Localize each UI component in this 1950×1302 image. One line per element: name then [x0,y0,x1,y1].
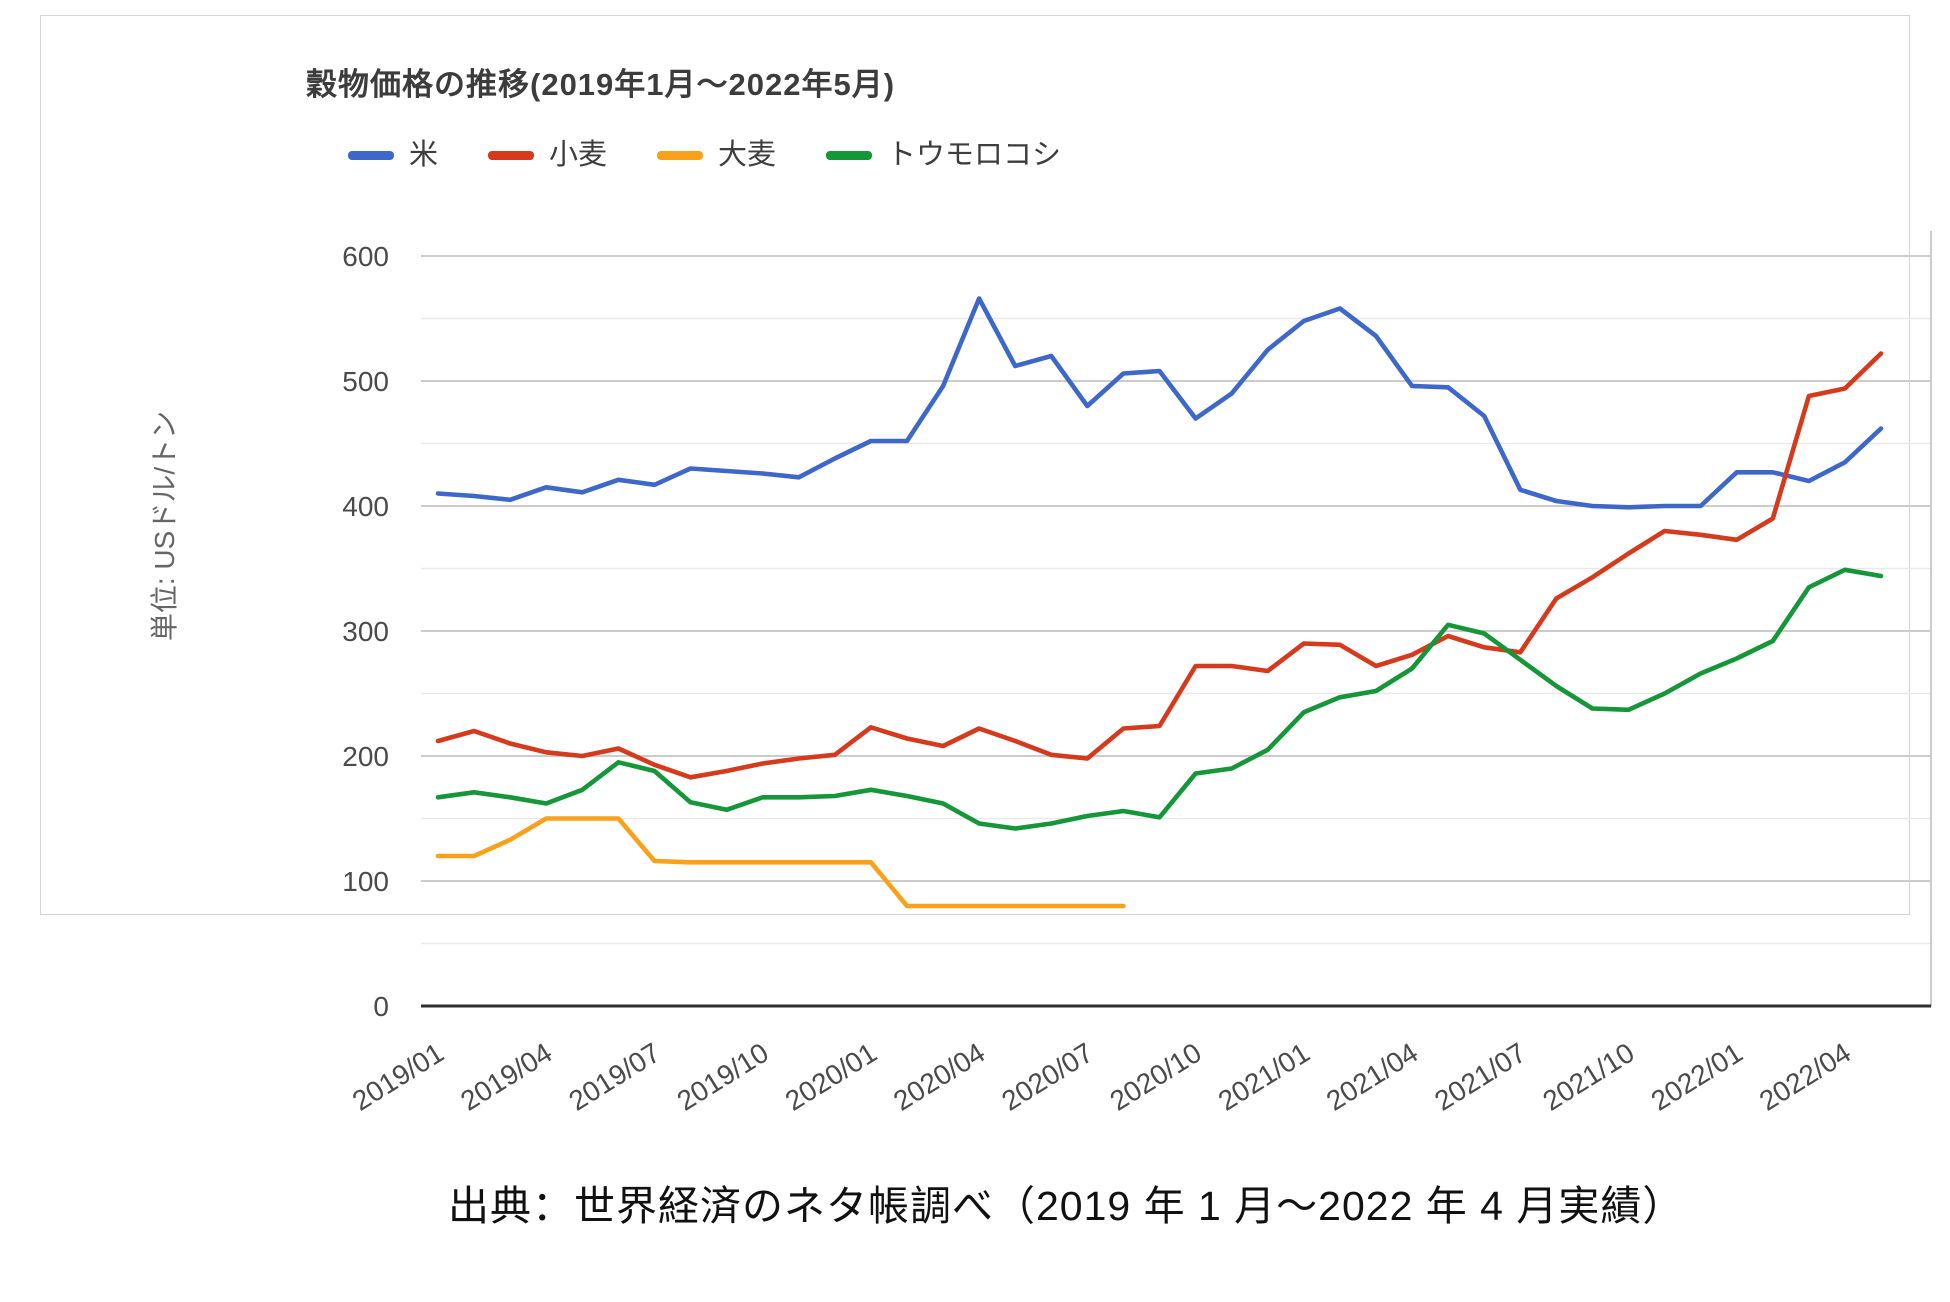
x-tick-label: 2022/01 [1646,1037,1748,1117]
x-tick-label: 2019/10 [672,1037,774,1117]
x-tick-label: 2022/04 [1754,1037,1856,1117]
y-tick-label: 100 [342,866,389,897]
y-tick-label: 300 [342,616,389,647]
legend-swatch-corn [826,151,873,160]
series-line-corn [435,567,1884,831]
series-line-barley [435,816,1126,909]
y-tick-label: 600 [342,241,389,272]
x-tick-label: 2021/04 [1321,1037,1423,1117]
legend-label-wheat: 小麦 [549,139,608,171]
source-caption: 出典：世界経済のネタ帳調べ（2019 年 1 月～2022 年 4 月実績） [448,1183,1685,1229]
legend-item-corn: トウモロコシ [826,141,1061,170]
legend-label-barley: 大麦 [718,139,777,171]
legend-swatch-wheat [488,151,535,160]
y-tick-label: 500 [342,366,389,397]
x-tick-label: 2019/01 [347,1037,449,1117]
x-tick-label: 2020/10 [1104,1037,1206,1117]
y-tick-label: 0 [373,991,389,1022]
x-tick-label: 2021/07 [1429,1037,1531,1117]
legend-item-rice: 米 [348,141,438,170]
line-chart: 0 100 200 300 400 500 600 2019/01 2019/04 2019/07… [342,231,1932,1117]
chart-title: 穀物価格の推移(2019年1月～2022年5月) [306,67,896,102]
x-tick-label: 2019/04 [455,1037,557,1117]
chart-panel: 穀物価格の推移(2019年1月～2022年5月) 米小麦 大麦 トウモロコシ 単位:… [40,15,1932,1117]
x-tick-label: 2021/10 [1537,1037,1639,1117]
legend-swatch-barley [657,151,704,160]
x-tick-label: 2020/01 [780,1037,882,1117]
legend: 米 小麦 大麦 トウモロコシ [348,141,1061,170]
x-tick-label: 2019/07 [563,1037,665,1117]
x-tick-label: 2020/07 [996,1037,1098,1117]
legend-item-barley: 大麦 [657,141,776,170]
y-tick-label: 400 [342,491,389,522]
x-tick-label: 2020/04 [888,1037,990,1117]
legend-swatch-rice [348,151,394,160]
legend-label-corn: トウモロコシ [887,139,1062,171]
y-tick-label: 200 [342,741,389,772]
series-line-wheat [435,351,1884,780]
legend-item-wheat: 小麦 [488,141,607,170]
series-line-rice [435,296,1884,510]
legend-label-rice: 米 [409,139,439,171]
x-tick-label: 2021/01 [1213,1037,1315,1117]
